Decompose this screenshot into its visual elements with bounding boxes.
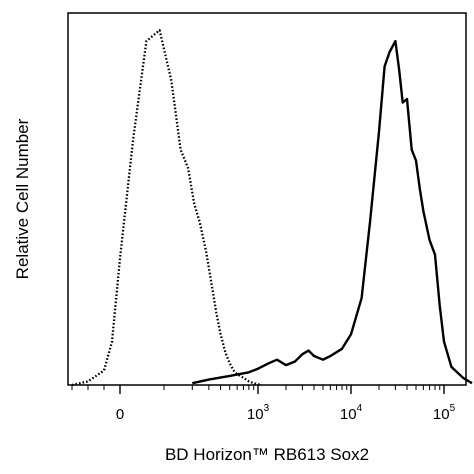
series-isotype-control-dotted <box>71 29 263 387</box>
x-tick-labels: 0 103 104 105 <box>116 403 456 423</box>
x-tick-label: 105 <box>433 403 456 423</box>
y-axis-title: Relative Cell Number <box>13 118 32 279</box>
x-tick-label: 103 <box>247 403 270 423</box>
x-tick-label: 104 <box>340 403 363 423</box>
x-axis-title: BD Horizon™ RB613 Sox2 <box>165 445 369 464</box>
x-tick-label: 0 <box>116 406 124 423</box>
series-sox2-stained-solid <box>192 39 473 385</box>
plot-frame <box>67 12 467 386</box>
major-ticks <box>119 385 445 394</box>
minor-ticks <box>71 385 441 390</box>
